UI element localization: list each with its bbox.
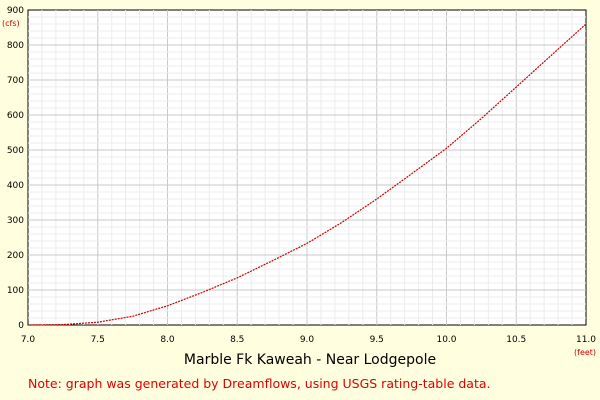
y-tick-label: 100 bbox=[7, 286, 24, 296]
x-tick-label: 9.5 bbox=[370, 335, 384, 345]
y-tick-label: 800 bbox=[7, 41, 24, 51]
chart-title: Marble Fk Kaweah - Near Lodgepole bbox=[184, 352, 436, 368]
x-tick-label: 11.0 bbox=[576, 335, 596, 345]
axis-ticks: 0 100 200 300 400 500 600 700 800 900 7.0 7.5 8.0 8.5… bbox=[7, 6, 596, 345]
y-tick-label: 700 bbox=[7, 76, 24, 86]
x-tick-label: 8.0 bbox=[160, 335, 175, 345]
x-tick-label: 9.0 bbox=[300, 335, 315, 345]
y-tick-label: 400 bbox=[7, 181, 24, 191]
y-unit-label: (cfs) bbox=[2, 19, 20, 28]
y-tick-label: 0 bbox=[18, 321, 24, 331]
rating-curve-line bbox=[27, 23, 587, 326]
x-tick-label: 7.5 bbox=[91, 335, 105, 345]
y-tick-label: 200 bbox=[7, 251, 24, 261]
x-tick-label: 8.5 bbox=[230, 335, 244, 345]
x-tick-label: 10.5 bbox=[506, 335, 526, 345]
y-tick-label: 300 bbox=[7, 216, 24, 226]
footer-note: Note: graph was generated by Dreamflows,… bbox=[28, 376, 491, 391]
x-tick-label: 7.0 bbox=[21, 335, 36, 345]
y-tick-label: 900 bbox=[7, 6, 24, 16]
grid-lines bbox=[28, 10, 586, 325]
y-tick-label: 600 bbox=[7, 111, 24, 121]
x-unit-label: (feet) bbox=[574, 348, 596, 357]
x-tick-label: 10.0 bbox=[436, 335, 456, 345]
y-tick-label: 500 bbox=[7, 146, 24, 156]
series-layer bbox=[27, 23, 587, 326]
